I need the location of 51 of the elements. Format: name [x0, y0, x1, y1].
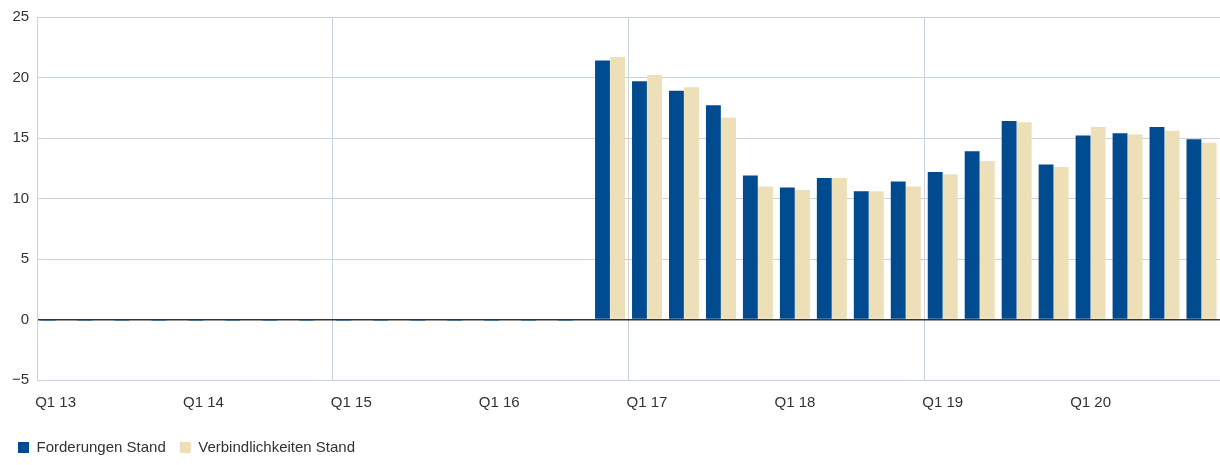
bar	[595, 60, 610, 319]
bar	[1075, 135, 1091, 319]
bar	[721, 117, 736, 319]
bar	[758, 186, 773, 319]
bar	[927, 171, 943, 319]
bar	[816, 177, 832, 319]
legend-label: Verbindlichkeiten Stand	[198, 437, 356, 455]
bar	[979, 160, 995, 319]
bar	[779, 187, 795, 319]
x-tick-label: Q1 18	[774, 393, 816, 411]
bar	[942, 174, 958, 319]
bar	[1149, 127, 1165, 319]
bar	[795, 190, 810, 319]
bar	[632, 81, 647, 319]
bar	[853, 191, 869, 319]
x-tick-label: Q1 20	[1070, 393, 1112, 411]
bar	[1090, 127, 1106, 319]
bar	[1016, 122, 1032, 319]
bar	[684, 87, 699, 319]
bar	[1201, 142, 1217, 319]
bar	[647, 75, 663, 319]
bar	[964, 151, 980, 319]
bar	[905, 186, 921, 319]
y-tick-label: 20	[12, 67, 30, 85]
x-tick-label: Q1 13	[35, 393, 77, 411]
y-tick-label: 15	[12, 128, 30, 146]
bar	[1164, 130, 1180, 319]
bar	[868, 191, 884, 319]
bar	[1186, 139, 1202, 319]
bar	[1038, 164, 1054, 319]
bar	[705, 105, 721, 319]
bar	[610, 56, 626, 319]
bar	[832, 177, 847, 319]
x-tick-label: Q1 14	[183, 393, 224, 411]
bar	[1053, 167, 1069, 319]
y-tick-label: −5	[11, 370, 30, 388]
y-tick-label: 0	[20, 309, 30, 327]
y-tick-label: 10	[12, 188, 30, 206]
bar	[669, 90, 684, 319]
x-tick-label: Q1 16	[478, 393, 520, 411]
x-tick-label: Q1 19	[922, 393, 964, 411]
x-tick-label: Q1 17	[626, 393, 668, 411]
y-tick-label: 5	[20, 249, 30, 267]
x-tick-label: Q1 15	[330, 393, 372, 411]
bar	[1001, 121, 1017, 319]
legend-label: Forderungen Stand	[36, 437, 166, 455]
bar	[1127, 134, 1143, 319]
bar	[890, 181, 906, 319]
y-tick-label: 25	[12, 7, 30, 25]
bar	[742, 175, 758, 319]
bar	[1112, 133, 1128, 319]
